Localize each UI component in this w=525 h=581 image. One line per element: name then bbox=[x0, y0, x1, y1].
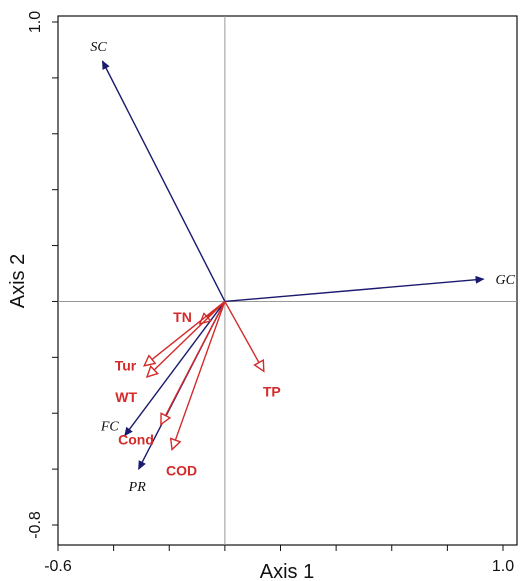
y-axis-title: Axis 2 bbox=[7, 254, 29, 308]
y-tick-label-max: 1.0 bbox=[27, 11, 44, 33]
species-label-sc: SC bbox=[90, 40, 107, 55]
species-label-pr: PR bbox=[128, 480, 147, 495]
env-vector-wt bbox=[147, 300, 226, 376]
y-tick-label-min: -0.8 bbox=[27, 511, 44, 539]
env-label-wt: WT bbox=[115, 389, 137, 405]
species-vectors: SC GC FC PR bbox=[90, 40, 515, 495]
species-label-gc: GC bbox=[496, 273, 516, 288]
env-vector-cond bbox=[161, 301, 226, 424]
env-label-cond: Cond bbox=[118, 431, 154, 447]
species-vector-sc bbox=[101, 60, 226, 302]
env-label-tur: Tur bbox=[115, 358, 137, 374]
env-label-tn: TN bbox=[173, 309, 192, 325]
env-vector-tp bbox=[224, 301, 264, 371]
env-label-tp: TP bbox=[263, 383, 281, 399]
tick-marks bbox=[52, 21, 504, 551]
x-tick-label-max: 1.0 bbox=[492, 558, 514, 575]
env-label-cod: COD bbox=[166, 463, 197, 479]
x-tick-label-min: -0.6 bbox=[44, 558, 72, 575]
x-axis-title: Axis 1 bbox=[260, 561, 314, 581]
species-label-fc: FC bbox=[100, 420, 120, 435]
env-vector-cod bbox=[172, 301, 226, 449]
plot-frame bbox=[57, 15, 518, 546]
species-vector-gc bbox=[224, 275, 485, 303]
environment-vectors: TN TP Tur WT Cond COD bbox=[115, 300, 281, 479]
env-vector-tur bbox=[144, 300, 226, 365]
